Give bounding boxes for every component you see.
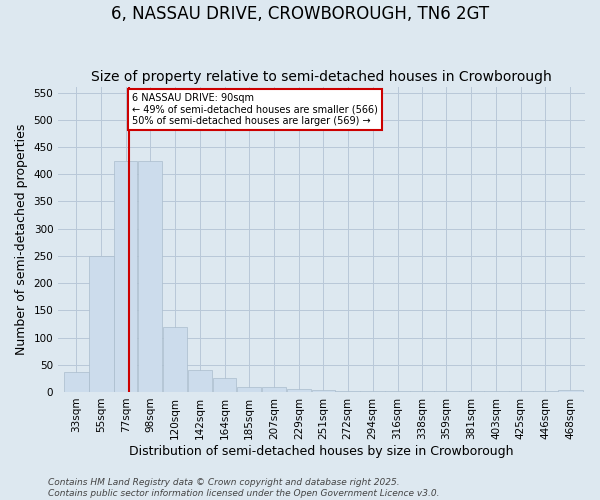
Bar <box>89 256 113 392</box>
Bar <box>335 391 360 392</box>
Bar <box>64 372 89 392</box>
Bar <box>138 160 163 392</box>
Y-axis label: Number of semi-detached properties: Number of semi-detached properties <box>15 124 28 355</box>
X-axis label: Distribution of semi-detached houses by size in Crowborough: Distribution of semi-detached houses by … <box>130 444 514 458</box>
Bar <box>311 390 335 392</box>
Title: Size of property relative to semi-detached houses in Crowborough: Size of property relative to semi-detach… <box>91 70 552 85</box>
Bar <box>287 389 311 392</box>
Bar <box>188 370 212 392</box>
Bar <box>236 386 261 392</box>
Bar <box>361 391 385 392</box>
Bar <box>558 390 583 392</box>
Text: 6 NASSAU DRIVE: 90sqm
← 49% of semi-detached houses are smaller (566)
50% of sem: 6 NASSAU DRIVE: 90sqm ← 49% of semi-deta… <box>132 92 378 126</box>
Bar <box>163 326 187 392</box>
Bar <box>213 378 236 392</box>
Bar <box>114 160 137 392</box>
Bar <box>262 386 286 392</box>
Text: Contains HM Land Registry data © Crown copyright and database right 2025.
Contai: Contains HM Land Registry data © Crown c… <box>48 478 439 498</box>
Text: 6, NASSAU DRIVE, CROWBOROUGH, TN6 2GT: 6, NASSAU DRIVE, CROWBOROUGH, TN6 2GT <box>111 5 489 23</box>
